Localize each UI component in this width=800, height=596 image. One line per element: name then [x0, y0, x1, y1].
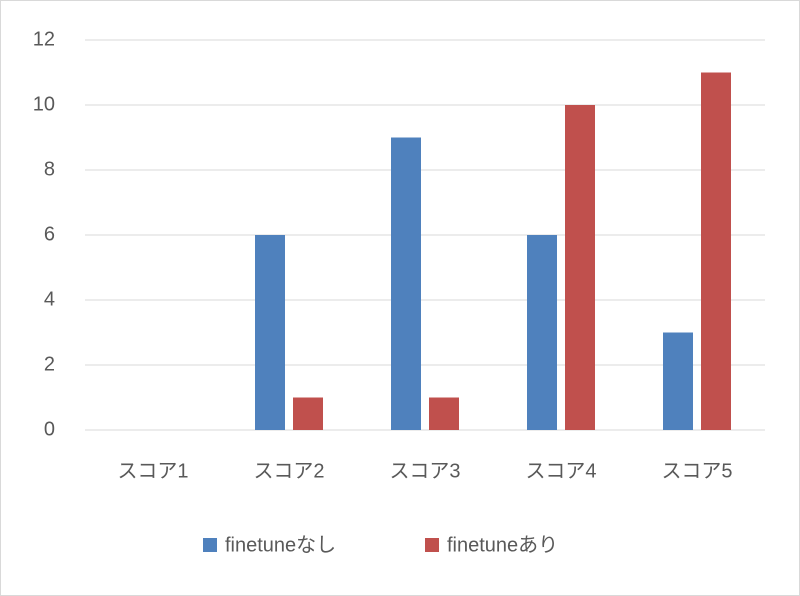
bar: [565, 105, 595, 430]
x-tick-label: スコア4: [525, 460, 596, 482]
bar: [701, 72, 731, 430]
y-tick-label: 12: [33, 28, 55, 50]
y-tick-label: 2: [44, 353, 55, 375]
legend-swatch: [425, 538, 439, 552]
bar: [391, 137, 421, 430]
legend-swatch: [203, 538, 217, 552]
y-tick-label: 6: [44, 223, 55, 245]
legend-label: finetuneあり: [447, 534, 558, 556]
bar: [527, 235, 557, 430]
legend-label: finetuneなし: [225, 534, 336, 556]
x-tick-label: スコア2: [253, 460, 324, 482]
y-tick-label: 10: [33, 93, 55, 115]
x-tick-label: スコア1: [117, 460, 188, 482]
x-tick-label: スコア3: [389, 460, 460, 482]
y-tick-label: 8: [44, 158, 55, 180]
y-tick-label: 4: [44, 288, 55, 310]
x-tick-label: スコア5: [661, 460, 732, 482]
bar: [293, 397, 323, 430]
bar: [255, 235, 285, 430]
y-tick-label: 0: [44, 418, 55, 440]
bar: [429, 397, 459, 430]
bar: [663, 332, 693, 430]
